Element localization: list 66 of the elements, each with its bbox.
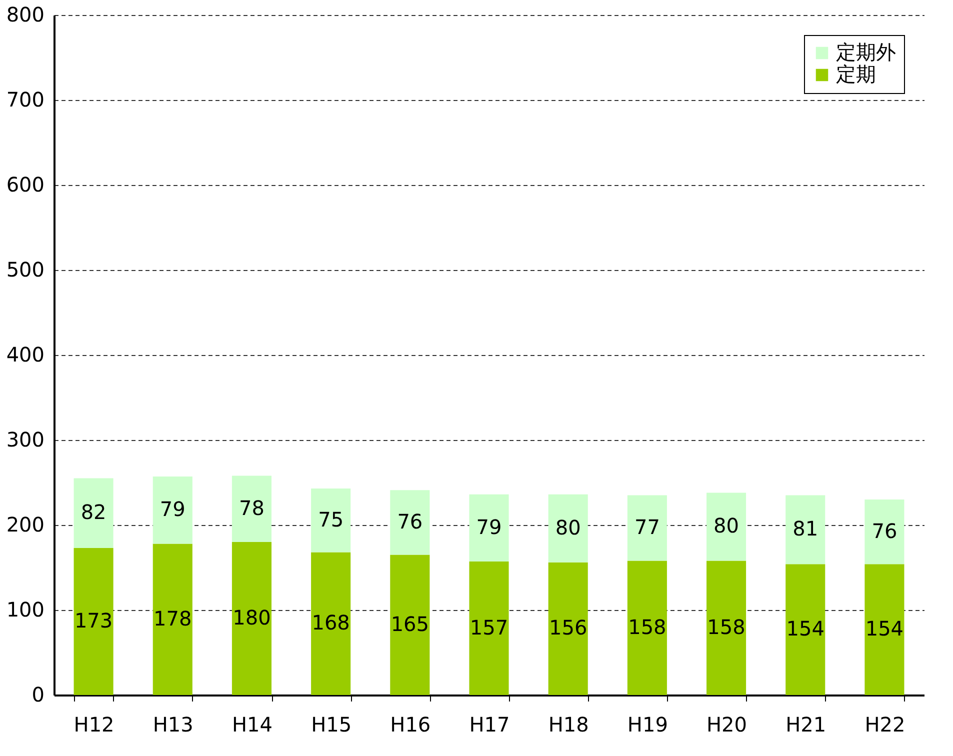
bar: [864, 500, 904, 564]
bar: [786, 564, 826, 695]
x-tick-label: H22: [864, 712, 906, 736]
bar: [74, 548, 114, 695]
bar: [390, 490, 430, 555]
data-label: 154: [786, 616, 824, 641]
bar: [311, 552, 351, 695]
x-tick-label: H13: [152, 712, 194, 736]
data-label: 156: [548, 616, 588, 640]
data-label: 158: [628, 614, 666, 639]
bar: [311, 488, 351, 552]
y-tick-label: 0: [32, 682, 44, 706]
data-label: 76: [397, 509, 423, 534]
data-label: 165: [390, 612, 430, 636]
y-tick-label: 300: [6, 428, 44, 452]
bar: [74, 478, 114, 548]
data-label: 180: [232, 606, 271, 630]
bar: [786, 495, 826, 564]
data-label: 168: [312, 610, 350, 635]
x-tick-label: H12: [74, 712, 114, 736]
data-label: 76: [872, 518, 898, 543]
data-label: 173: [74, 608, 113, 632]
y-tick-label: 800: [6, 2, 44, 26]
y-tick-label: 200: [6, 512, 44, 536]
data-label: 154: [865, 616, 904, 641]
data-label: 77: [634, 514, 660, 539]
bar: [548, 562, 588, 695]
x-tick-label: H21: [786, 712, 826, 736]
bar: [232, 476, 272, 542]
data-label: 79: [476, 514, 502, 539]
data-label: 75: [318, 507, 344, 532]
y-tick-label: 400: [6, 342, 44, 366]
bar: [627, 495, 667, 561]
x-tick-label: H15: [311, 712, 352, 736]
bar: [390, 554, 430, 695]
data-label: 158: [707, 614, 746, 639]
data-label: 78: [239, 496, 264, 520]
x-tick-label: H16: [390, 712, 431, 736]
x-tick-label: H14: [232, 712, 272, 736]
x-tick-label: H18: [548, 712, 589, 736]
bar: [548, 494, 588, 562]
bar: [864, 564, 904, 695]
legend-label: 定期: [836, 62, 876, 86]
bar: [152, 476, 192, 544]
x-tick-label: H20: [706, 712, 748, 736]
bar: [152, 544, 192, 695]
data-label: 80: [714, 514, 739, 538]
data-label: 157: [470, 615, 508, 640]
bar: [469, 562, 509, 695]
bar: [706, 560, 746, 695]
x-tick-label: H17: [469, 712, 510, 736]
bar: [232, 542, 272, 695]
data-label: 81: [792, 516, 818, 541]
bar: [469, 494, 509, 562]
legend-label: 定期外: [836, 40, 896, 64]
y-tick-label: 100: [6, 598, 44, 622]
y-tick-label: 700: [6, 88, 44, 112]
data-label: 82: [80, 500, 106, 524]
y-tick-label: 500: [6, 258, 44, 282]
x-tick-label: H19: [627, 712, 668, 736]
data-label: 80: [555, 515, 581, 540]
bar: [627, 560, 667, 695]
data-label: 79: [160, 497, 186, 522]
y-tick-label: 600: [6, 172, 44, 196]
data-label: 178: [154, 606, 192, 630]
bar: [706, 492, 746, 561]
